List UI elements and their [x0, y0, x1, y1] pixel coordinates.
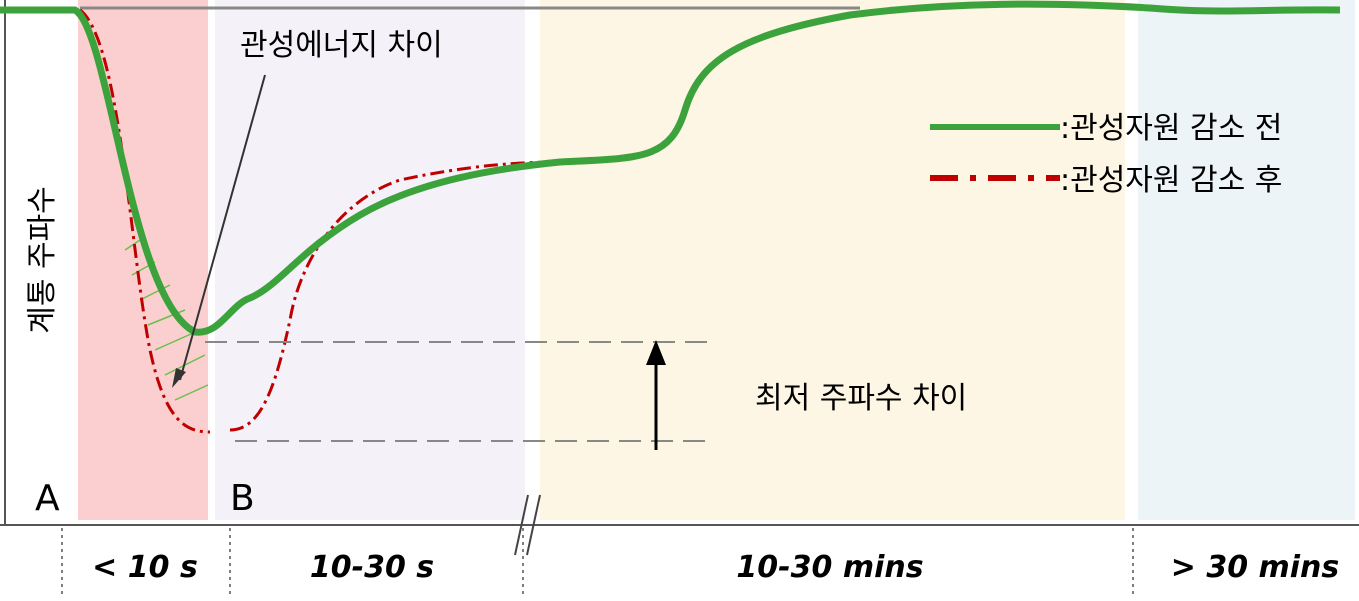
legend-label: :관성자원 감소 후 — [1060, 163, 1282, 198]
phase-region — [540, 0, 1125, 520]
legend-label: :관성자원 감소 전 — [1060, 111, 1282, 146]
phase-region — [1138, 0, 1355, 520]
annotation: 최저 주파수 차이 — [755, 381, 967, 416]
phase-label: < 10 s — [92, 550, 198, 585]
before-curve — [0, 0, 1341, 336]
pointer-head — [172, 368, 186, 388]
after-curve — [79, 8, 211, 434]
phase-label: 10-30 mins — [736, 550, 923, 585]
point-label: B — [230, 478, 255, 519]
pointer — [179, 74, 266, 381]
y-axis-label: 계통 주파수 — [25, 186, 60, 334]
phase-label: 10-30 s — [310, 550, 434, 585]
annotation: 관성에너지 차이 — [240, 28, 443, 63]
phase-label: > 30 mins — [1171, 550, 1340, 585]
point-label: A — [35, 478, 60, 519]
phase-region — [215, 0, 525, 520]
phase-divider — [61, 528, 1134, 597]
phase-region — [78, 0, 208, 520]
difference-arrow-head — [646, 340, 666, 365]
axis-break — [514, 494, 541, 556]
